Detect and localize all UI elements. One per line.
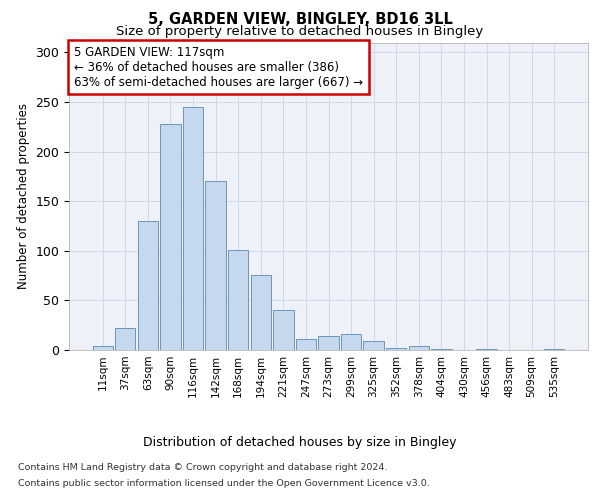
Bar [115, 328, 136, 350]
Text: Distribution of detached houses by size in Bingley: Distribution of detached houses by size … [143, 436, 457, 449]
Bar [228, 250, 248, 350]
Bar [296, 339, 316, 350]
Bar [160, 124, 181, 350]
Text: Size of property relative to detached houses in Bingley: Size of property relative to detached ho… [116, 25, 484, 38]
Bar [409, 346, 429, 350]
Bar [138, 221, 158, 350]
Bar [364, 341, 384, 350]
Bar [544, 349, 565, 350]
Text: Contains HM Land Registry data © Crown copyright and database right 2024.: Contains HM Land Registry data © Crown c… [18, 464, 388, 472]
Text: 5 GARDEN VIEW: 117sqm
← 36% of detached houses are smaller (386)
63% of semi-det: 5 GARDEN VIEW: 117sqm ← 36% of detached … [74, 46, 364, 88]
Bar [183, 107, 203, 350]
Y-axis label: Number of detached properties: Number of detached properties [17, 104, 30, 289]
Bar [251, 274, 271, 350]
Text: 5, GARDEN VIEW, BINGLEY, BD16 3LL: 5, GARDEN VIEW, BINGLEY, BD16 3LL [148, 12, 452, 28]
Text: Contains public sector information licensed under the Open Government Licence v3: Contains public sector information licen… [18, 478, 430, 488]
Bar [205, 182, 226, 350]
Bar [319, 336, 338, 350]
Bar [341, 334, 361, 350]
Bar [273, 310, 293, 350]
Bar [92, 346, 113, 350]
Bar [431, 349, 452, 350]
Bar [476, 349, 497, 350]
Bar [386, 348, 406, 350]
